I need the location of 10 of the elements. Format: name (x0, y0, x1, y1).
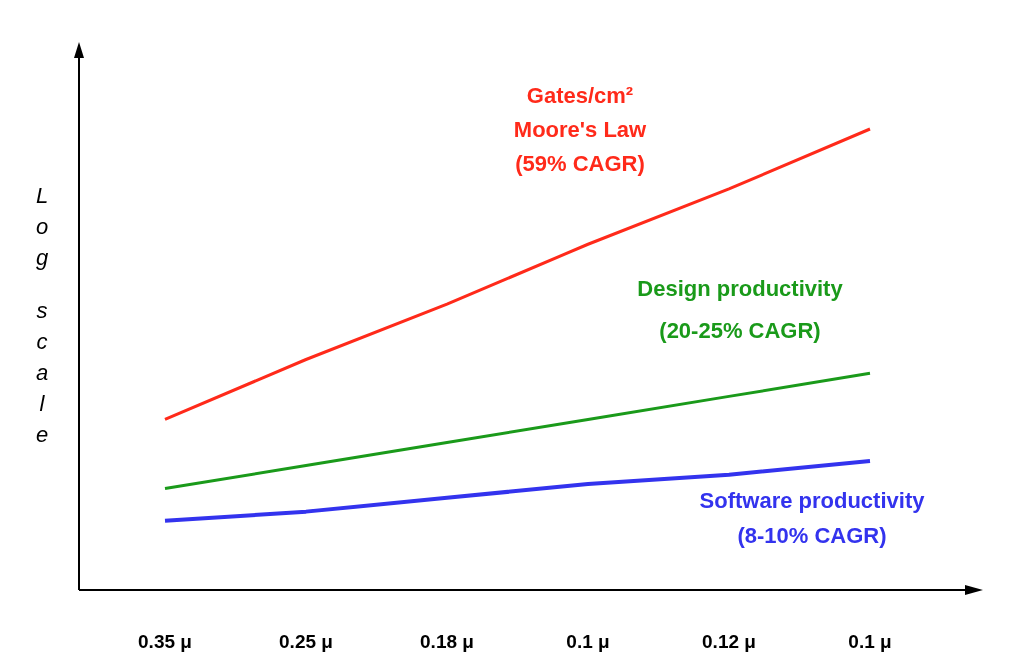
x-tick-label: 0.35 μ (138, 631, 192, 652)
x-tick-label: 0.1 μ (566, 631, 610, 652)
series-label: Software productivity (8-10% CAGR) (699, 488, 926, 548)
x-tick-label: 0.18 μ (420, 631, 474, 652)
series-label: Gates/cm² Moore's Law (59% CAGR) (513, 83, 648, 176)
text: Log scale (35, 183, 49, 447)
series-label: Design productivity (20-25% CAGR) (637, 276, 844, 343)
x-tick-label: 0.25 μ (279, 631, 333, 652)
x-tick-label: 0.1 μ (848, 631, 892, 652)
x-tick-label: 0.12 μ (702, 631, 756, 652)
